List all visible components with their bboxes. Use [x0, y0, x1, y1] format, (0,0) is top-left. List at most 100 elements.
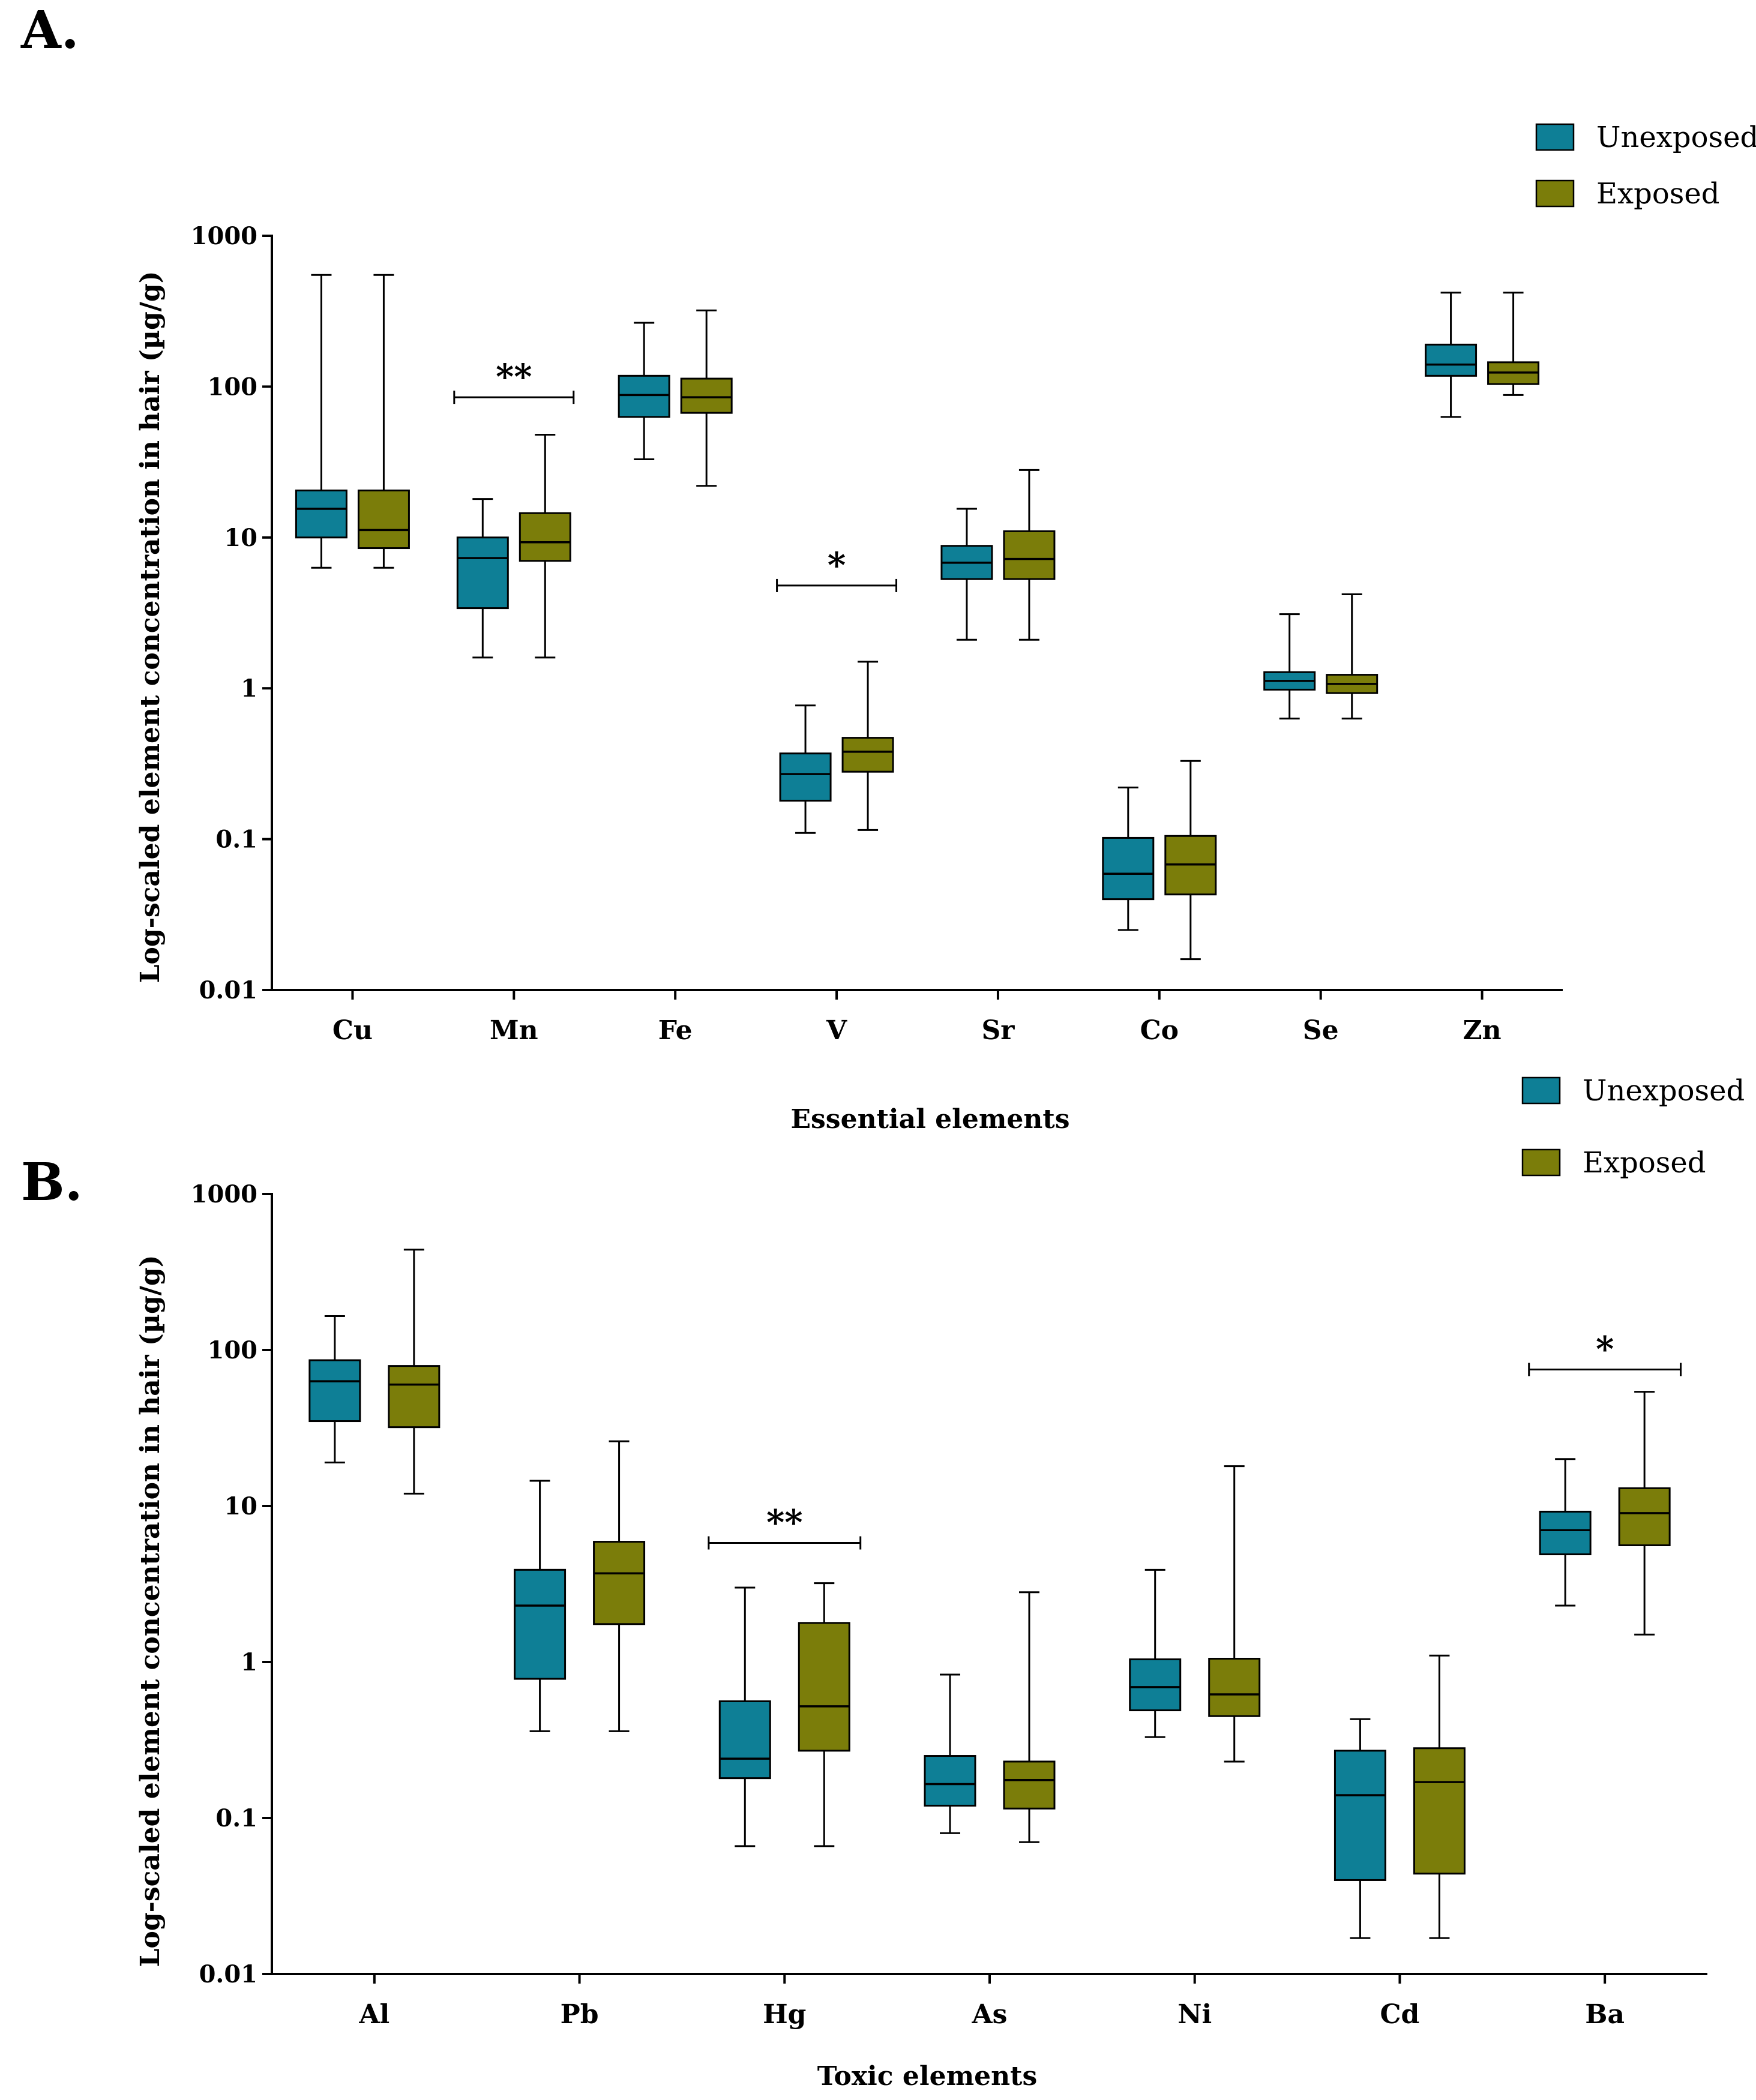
panel-b-legend-swatch-exposed — [1521, 1148, 1561, 1177]
box-iqr — [519, 512, 571, 562]
box-iqr — [514, 1568, 567, 1680]
panel-a-y-tick-label: 10 — [224, 524, 257, 552]
panel-a-box-exposed-co — [1164, 760, 1217, 961]
panel-a-legend-label-unexposed: Unexposed — [1596, 121, 1756, 154]
panel-a-x-tick-label-sr: Sr — [981, 1015, 1015, 1046]
panel-a-significance-v: * — [776, 545, 898, 592]
panel-a-box-unexposed-sr — [940, 508, 993, 641]
box-iqr — [680, 377, 733, 414]
panel-a-box-unexposed-cu — [295, 274, 347, 569]
panel-b-x-axis-label: Toxic elements — [817, 2061, 1037, 2092]
box-iqr — [1334, 1750, 1386, 1881]
panel-b-box-exposed-cd — [1413, 1654, 1466, 1939]
panel-a-box-exposed-fe — [680, 309, 733, 487]
panel-a-x-tick-label-co: Co — [1140, 1015, 1179, 1046]
panel-a-box-exposed-v — [841, 661, 894, 831]
box-iqr — [1003, 1760, 1056, 1810]
panel-b-box-exposed-as — [1003, 1591, 1056, 1843]
panel-b-box-unexposed-ni — [1129, 1568, 1182, 1738]
panel-b-y-tick-label: 10 — [224, 1492, 257, 1520]
panel-b-x-tick-label-cd: Cd — [1380, 1999, 1420, 2030]
panel-a-x-tick-label-se: Se — [1303, 1015, 1339, 1046]
panel-a-legend-swatch-unexposed — [1535, 123, 1575, 151]
box-iqr — [718, 1700, 771, 1780]
significance-stars: ** — [766, 1502, 803, 1543]
panel-b-x-tick-label-pb: Pb — [561, 1999, 599, 2030]
box-iqr — [924, 1755, 976, 1807]
box-iqr — [1413, 1747, 1466, 1875]
panel-a-box-exposed-cu — [357, 274, 410, 569]
panel-b-legend: Unexposed Exposed — [1521, 1074, 1745, 1180]
panel-a-box-unexposed-v — [779, 704, 832, 834]
panel-b-box-unexposed-ba — [1539, 1458, 1592, 1607]
panel-a-box-unexposed-co — [1102, 787, 1155, 931]
box-iqr — [1425, 343, 1478, 377]
panel-a-x-tick-label-v: V — [826, 1015, 847, 1046]
panel-a-y-tick-label: 100 — [208, 373, 258, 401]
panel-b-x-tick-label-ni: Ni — [1177, 1999, 1212, 2030]
panel-b-box-unexposed-cd — [1334, 1718, 1386, 1939]
panel-a-y-tick-label: 1 — [241, 674, 257, 703]
panel-a-box-exposed-mn — [519, 434, 571, 659]
panel-b-box-exposed-al — [388, 1249, 441, 1495]
box-iqr — [1003, 530, 1056, 580]
box-iqr — [593, 1541, 646, 1625]
panel-b-box-exposed-ba — [1618, 1391, 1671, 1636]
panel-b-box-exposed-ni — [1208, 1465, 1261, 1763]
panel-b-label: B. — [21, 1152, 83, 1213]
panel-b-x-tick-label-ba: Ba — [1585, 1999, 1625, 2030]
panel-b-box-unexposed-al — [308, 1315, 361, 1464]
panel-a-legend: Unexposed Exposed — [1535, 121, 1756, 211]
panel-a-x-tick-label-mn: Mn — [490, 1015, 538, 1046]
panel-b-significance-hg: ** — [708, 1502, 862, 1550]
panel-a-legend-label-exposed: Exposed — [1596, 177, 1720, 211]
panel-a-x-tick-label-fe: Fe — [658, 1015, 693, 1046]
panel-a-legend-swatch-exposed — [1535, 179, 1575, 208]
box-iqr — [357, 489, 410, 550]
panel-b-x-tick-label-hg: Hg — [763, 1999, 806, 2030]
panel-a-box-exposed-se — [1326, 593, 1379, 720]
panel-b-box-unexposed-hg — [718, 1586, 771, 1847]
panel-b-y-tick-label: 0.1 — [215, 1804, 257, 1832]
box-iqr — [1129, 1658, 1182, 1712]
panel-b-legend-swatch-unexposed — [1521, 1076, 1561, 1105]
panel-b-legend-label-exposed: Exposed — [1583, 1146, 1706, 1180]
significance-stars: * — [1596, 1328, 1614, 1369]
box-iqr — [618, 374, 670, 418]
box-iqr — [295, 489, 347, 539]
box-iqr — [841, 737, 894, 773]
panel-b-y-tick-label: 0.01 — [199, 1960, 257, 1988]
panel-b: B. Unexposed Exposed Log-scaled element … — [21, 1074, 1745, 2092]
panel-a-box-unexposed-zn — [1425, 292, 1478, 418]
box-iqr — [308, 1359, 361, 1423]
box-iqr — [1539, 1510, 1592, 1556]
panel-b-significance-ba: * — [1528, 1328, 1682, 1376]
panel-a-label: A. — [20, 0, 79, 61]
panel-a-box-exposed-zn — [1487, 292, 1540, 396]
panel-a-box-unexposed-se — [1263, 613, 1316, 720]
panel-a-y-tick-label: 0.1 — [215, 826, 257, 854]
box-iqr — [1618, 1487, 1671, 1546]
panel-a-box-unexposed-fe — [618, 322, 670, 460]
significance-stars: ** — [496, 356, 532, 397]
panel-b-x-tick-label-al: Al — [358, 1999, 389, 2030]
panel-a: A. Unexposed Exposed Log-scaled element … — [20, 0, 1756, 1135]
box-iqr — [779, 752, 832, 802]
panel-b-y-tick-label: 100 — [208, 1336, 258, 1364]
panel-b-box-unexposed-pb — [514, 1480, 567, 1732]
panel-a-y-axis-label: Log-scaled element concentration in hair… — [135, 271, 166, 983]
panel-a-significance-mn: ** — [453, 356, 575, 404]
panel-b-box-unexposed-as — [924, 1673, 976, 1834]
panel-a-y-tick-label: 1000 — [191, 222, 257, 250]
panel-a-x-tick-label-cu: Cu — [332, 1015, 373, 1046]
panel-b-y-tick-label: 1000 — [191, 1180, 257, 1208]
box-iqr — [456, 536, 509, 610]
panel-a-box-exposed-sr — [1003, 469, 1056, 641]
panel-b-box-exposed-pb — [593, 1440, 646, 1732]
panel-a-x-tick-label-zn: Zn — [1463, 1015, 1502, 1046]
panel-a-x-axis-label: Essential elements — [791, 1104, 1070, 1135]
panel-b-y-axis-label: Log-scaled element concentration in hair… — [135, 1255, 166, 1967]
panel-b-box-exposed-hg — [798, 1582, 850, 1847]
